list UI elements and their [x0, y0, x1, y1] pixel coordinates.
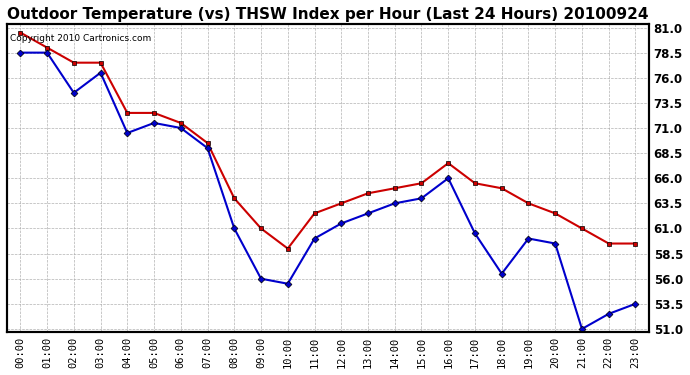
- Title: Outdoor Temperature (vs) THSW Index per Hour (Last 24 Hours) 20100924: Outdoor Temperature (vs) THSW Index per …: [7, 7, 649, 22]
- Text: Copyright 2010 Cartronics.com: Copyright 2010 Cartronics.com: [10, 34, 151, 43]
